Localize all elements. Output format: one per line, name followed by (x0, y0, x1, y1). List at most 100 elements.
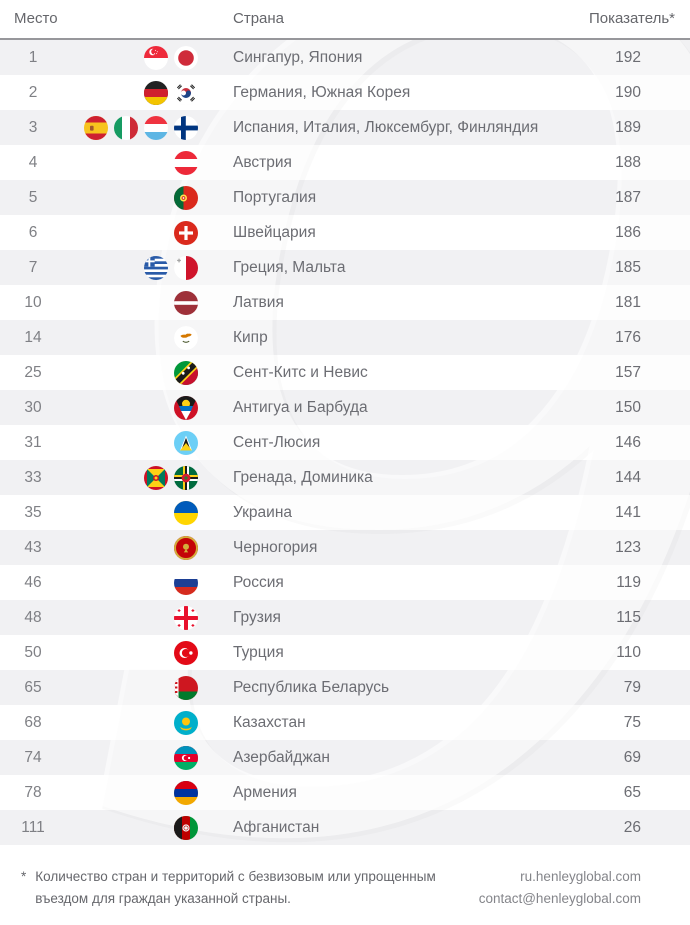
footnote-asterisk: * (21, 869, 27, 884)
score-cell: 79 (623, 679, 641, 696)
table-row: 25 Сент-Китс и Невис 157 (0, 355, 690, 390)
flag-group (0, 110, 198, 145)
country-cell: Гренада, Доминика (233, 469, 373, 486)
ukraine-flag-icon (174, 500, 198, 525)
rank-cell: 30 (24, 399, 42, 416)
score-cell: 69 (623, 749, 641, 766)
score-cell: 185 (615, 259, 641, 276)
country-cell: Австрия (233, 154, 292, 171)
rank-cell: 74 (24, 749, 42, 766)
country-cell: Черногория (233, 539, 318, 556)
rank-cell: 4 (28, 154, 38, 171)
country-cell: Азербайджан (233, 749, 330, 766)
rank-cell: 6 (28, 224, 38, 241)
score-cell: 192 (615, 49, 641, 66)
flag-group (0, 355, 198, 390)
saint-kitts-and-nevis-flag-icon (174, 360, 198, 385)
flag-group (0, 600, 198, 635)
table-row: 5 Португалия 187 (0, 180, 690, 215)
table-row: 30 Антигуа и Барбуда 150 (0, 390, 690, 425)
rank-cell: 48 (24, 609, 42, 626)
country-cell: Греция, Мальта (233, 259, 346, 276)
table-row: 3 Испания, Италия, Люксембург, Финляндия… (0, 110, 690, 145)
score-cell: 115 (616, 609, 641, 626)
table-row: 33 Гренада, Доминика 144 (0, 460, 690, 495)
table-row: 68 Казахстан 75 (0, 705, 690, 740)
rank-cell: 1 (28, 49, 38, 66)
score-cell: 187 (615, 189, 641, 206)
country-cell: Республика Беларусь (233, 679, 390, 696)
score-cell: 146 (615, 434, 641, 451)
japan-flag-icon (174, 45, 198, 70)
table-row: 31 Сент-Люсия 146 (0, 425, 690, 460)
website-url: ru.henleyglobal.com (520, 869, 641, 884)
rank-cell: 5 (28, 189, 38, 206)
germany-flag-icon (144, 80, 168, 105)
flag-group (0, 390, 198, 425)
score-cell: 110 (616, 644, 641, 661)
flag-group (0, 495, 198, 530)
table-row: 1 Сингапур, Япония 192 (0, 40, 690, 75)
country-cell: Испания, Италия, Люксембург, Финляндия (233, 119, 539, 136)
country-cell: Сент-Люсия (233, 434, 321, 451)
latvia-flag-icon (174, 290, 198, 315)
rank-cell: 68 (24, 714, 42, 731)
dominica-flag-icon (174, 465, 198, 490)
column-header-score: Показатель* (588, 10, 675, 27)
flag-group (0, 250, 198, 285)
score-cell: 186 (615, 224, 641, 241)
rank-cell: 3 (28, 119, 38, 136)
rank-cell: 46 (24, 574, 42, 591)
flag-group (0, 705, 198, 740)
switzerland-flag-icon (174, 220, 198, 245)
flag-group (0, 320, 198, 355)
table-row: 65 Республика Беларусь 79 (0, 670, 690, 705)
country-cell: Армения (233, 784, 297, 801)
rank-cell: 43 (24, 539, 42, 556)
table-row: 7 Греция, Мальта 185 (0, 250, 690, 285)
contact-email: contact@henleyglobal.com (478, 891, 641, 906)
rank-cell: 50 (24, 644, 42, 661)
azerbaijan-flag-icon (174, 745, 198, 770)
luxembourg-flag-icon (144, 115, 168, 140)
column-header-rank: Место (14, 10, 58, 27)
rank-cell: 31 (24, 434, 42, 451)
score-cell: 65 (623, 784, 641, 801)
table-row: 35 Украина 141 (0, 495, 690, 530)
rank-cell: 14 (24, 329, 42, 346)
flag-group (0, 180, 198, 215)
table-row: 46 Россия 119 (0, 565, 690, 600)
country-cell: Грузия (233, 609, 281, 626)
malta-flag-icon (174, 255, 198, 280)
rank-cell: 65 (24, 679, 42, 696)
score-cell: 75 (623, 714, 641, 731)
montenegro-flag-icon (174, 535, 198, 560)
afghanistan-flag-icon (174, 815, 198, 840)
country-cell: Сингапур, Япония (233, 49, 363, 66)
spain-flag-icon (84, 115, 108, 140)
score-cell: 157 (615, 364, 641, 381)
flag-group (0, 635, 198, 670)
score-cell: 190 (615, 84, 641, 101)
score-cell: 150 (615, 399, 641, 416)
table-row: 74 Азербайджан 69 (0, 740, 690, 775)
country-cell: Афганистан (233, 819, 320, 836)
score-cell: 189 (615, 119, 641, 136)
flag-group (0, 145, 198, 180)
flag-group (0, 75, 198, 110)
rank-cell: 35 (24, 504, 42, 521)
country-cell: Украина (233, 504, 293, 521)
score-cell: 141 (615, 504, 641, 521)
rank-cell: 25 (24, 364, 42, 381)
score-cell: 188 (615, 154, 641, 171)
rank-cell: 7 (28, 259, 38, 276)
score-cell: 26 (623, 819, 641, 836)
flag-group (0, 215, 198, 250)
rank-cell: 10 (24, 294, 42, 311)
table-row: 14 Кипр 176 (0, 320, 690, 355)
flag-group (0, 810, 198, 845)
table-header: Место Страна Показатель* (0, 0, 690, 40)
greece-flag-icon (144, 255, 168, 280)
cyprus-flag-icon (174, 325, 198, 350)
